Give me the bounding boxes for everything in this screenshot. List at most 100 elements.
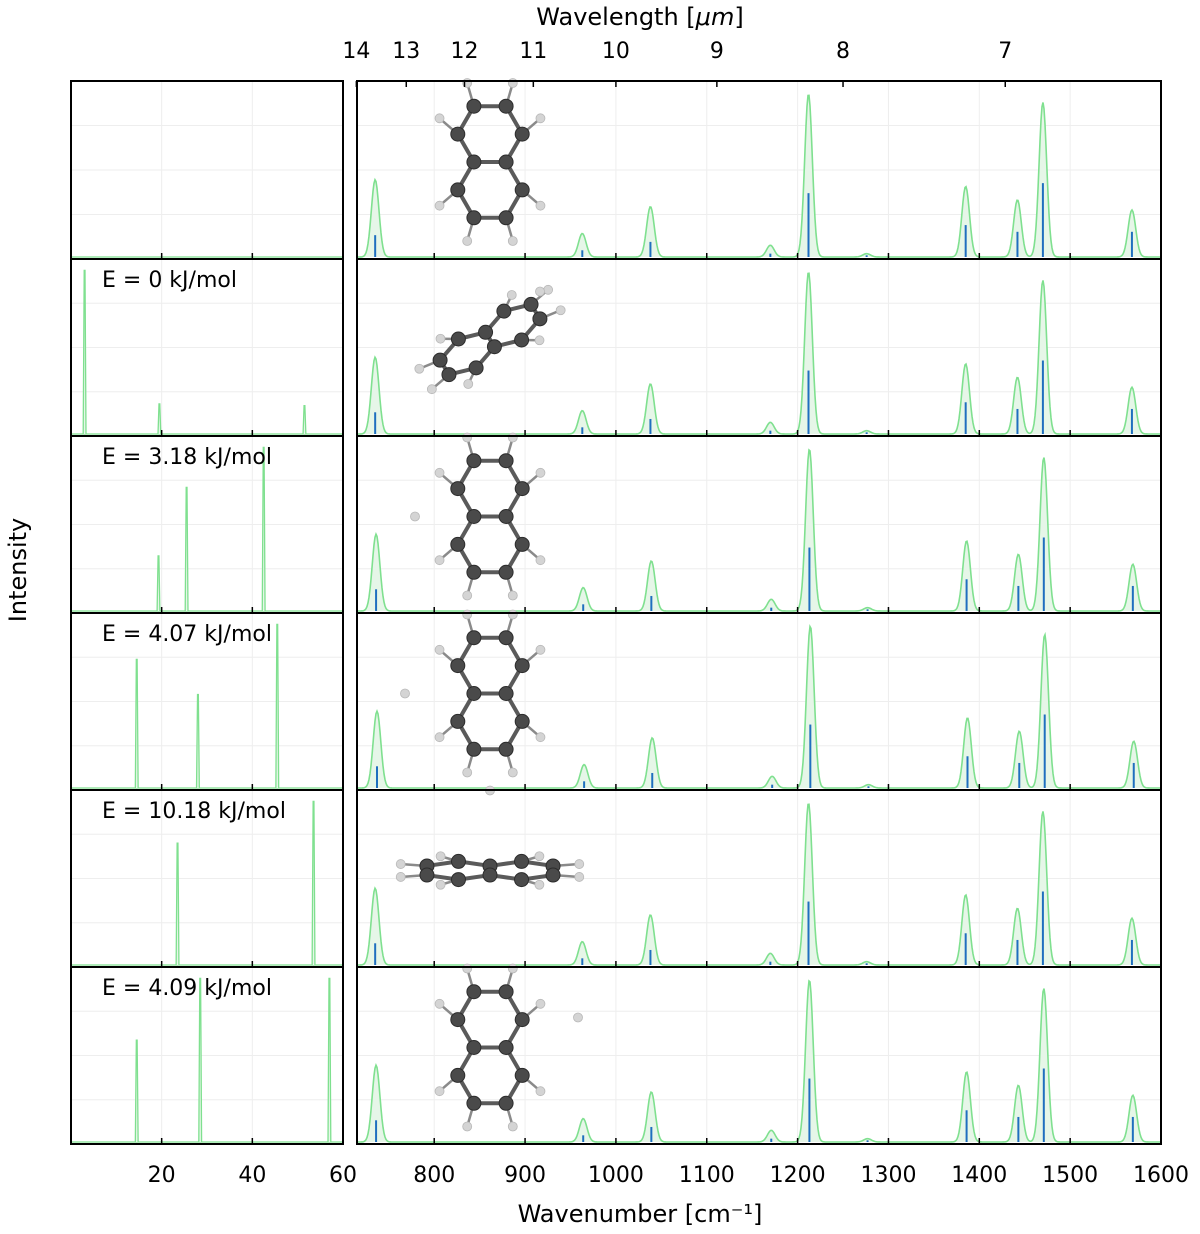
low-freq-line [134, 658, 139, 789]
carbon-atom [466, 210, 482, 226]
low-freq-line [195, 693, 200, 789]
carbon-atom [498, 154, 514, 170]
low-freq-line [198, 977, 203, 1143]
hydrogen-atom [414, 363, 425, 374]
hydrogen-atom [434, 644, 445, 655]
hydrogen-atom [395, 872, 406, 882]
hydrogen-atom [534, 335, 545, 346]
hydrogen-atom [462, 963, 473, 974]
carbon-atom [514, 713, 530, 729]
hydrogen-atom [574, 859, 585, 869]
carbon-atom [450, 536, 466, 552]
carbon-atom [498, 741, 514, 757]
hydrogen-atom [506, 290, 517, 300]
hydrogen-atom [535, 998, 546, 1009]
ir-envelope-line [357, 272, 1161, 435]
ir-envelope-line [357, 803, 1161, 966]
ir-envelope-line [357, 448, 1161, 612]
carbon-atom [466, 564, 482, 580]
hydrogen-atom [535, 555, 546, 566]
hydrogen-atom [507, 590, 518, 601]
hydrogen-atom [434, 1086, 445, 1097]
top-tick-label: 10 [602, 39, 630, 64]
carbon-atom [498, 564, 514, 580]
hydrogen-atom [535, 1086, 546, 1097]
top-tick-label: 13 [392, 39, 420, 64]
carbon-atom [514, 853, 530, 869]
carbon-atom [450, 853, 466, 869]
hydrogen-atom [434, 998, 445, 1009]
carbon-atom [450, 481, 466, 497]
ir-envelope-line [357, 979, 1161, 1143]
low-freq-line [275, 623, 280, 789]
carbon-atom [514, 872, 530, 888]
carbon-atom [466, 509, 482, 524]
hydrogen-atom [462, 609, 473, 620]
carbon-atom [523, 296, 539, 312]
x-tick-label: 20 [148, 1163, 176, 1188]
carbon-atom [498, 984, 514, 1000]
carbon-atom [450, 872, 466, 888]
hydrogen-atom [435, 851, 446, 862]
panel-energy-label: E = 4.09 kJ/mol [102, 976, 272, 1001]
carbon-atom [466, 154, 482, 170]
carbon-atom [514, 658, 530, 674]
hydrogen-atom [462, 767, 473, 778]
panel-energy-label: E = 0 kJ/mol [102, 268, 237, 293]
top-tick-label: 9 [710, 39, 724, 64]
hydrogen-atom [462, 590, 473, 601]
x-tick-label: 1000 [588, 1163, 644, 1188]
hydrogen-atom [434, 200, 445, 211]
carbon-atom [432, 352, 448, 368]
hydrogen-atom [507, 963, 518, 974]
carbon-atom [450, 713, 466, 729]
low-freq-line [134, 1039, 139, 1143]
x-axis-label: Wavenumber [cm⁻¹] [518, 1200, 763, 1228]
carbon-atom [466, 1040, 482, 1055]
hydrogen-atom [435, 879, 446, 890]
panel-energy-label: E = 3.18 kJ/mol [102, 445, 272, 470]
carbon-atom [498, 1095, 514, 1111]
hydrogen-atom [434, 732, 445, 743]
carbon-atom [486, 339, 502, 355]
low-freq-line [302, 404, 307, 435]
low-freq-line [327, 977, 332, 1143]
x-tick-label: 1400 [951, 1163, 1007, 1188]
carbon-atom [514, 332, 530, 348]
hydrogen-atom [535, 732, 546, 743]
hydrogen-atom [426, 384, 437, 395]
low-freq-line [184, 486, 189, 612]
hydrogen-atom [434, 555, 445, 566]
carbon-atom [482, 867, 498, 883]
molecule-structure [410, 432, 546, 601]
hydrogen-atom [574, 872, 585, 882]
hydrogen-atom [507, 432, 518, 443]
hydrogen-atom [555, 305, 566, 316]
ir-envelope-fill [357, 980, 1161, 1142]
y-axis-label: Intensity [4, 518, 32, 622]
panel-energy-label: E = 4.07 kJ/mol [102, 622, 272, 647]
carbon-atom [498, 686, 514, 701]
hydrogen-atom [534, 851, 545, 862]
free-hydrogen-atom [410, 511, 420, 522]
molecule-structure [434, 963, 583, 1132]
panel-energy-label: E = 10.18 kJ/mol [102, 799, 286, 824]
carbon-atom [450, 1012, 466, 1028]
carbon-atom [466, 453, 482, 469]
ir-envelope-fill [357, 449, 1161, 611]
carbon-atom [466, 984, 482, 1000]
carbon-atom [545, 867, 561, 883]
hydrogen-atom [507, 609, 518, 620]
molecule-structure [414, 284, 566, 395]
frame-layer [70, 80, 1162, 1145]
carbon-atom [498, 453, 514, 469]
carbon-atom [468, 360, 484, 376]
hydrogen-atom [535, 467, 546, 478]
low-freq-line [157, 403, 162, 435]
x-tick-label: 1600 [1133, 1163, 1189, 1188]
carbon-atom [466, 98, 482, 114]
carbon-atom [466, 630, 482, 646]
top-tick-label: 14 [342, 39, 370, 64]
hydrogen-atom [462, 236, 473, 246]
free-hydrogen-atom [400, 688, 410, 699]
